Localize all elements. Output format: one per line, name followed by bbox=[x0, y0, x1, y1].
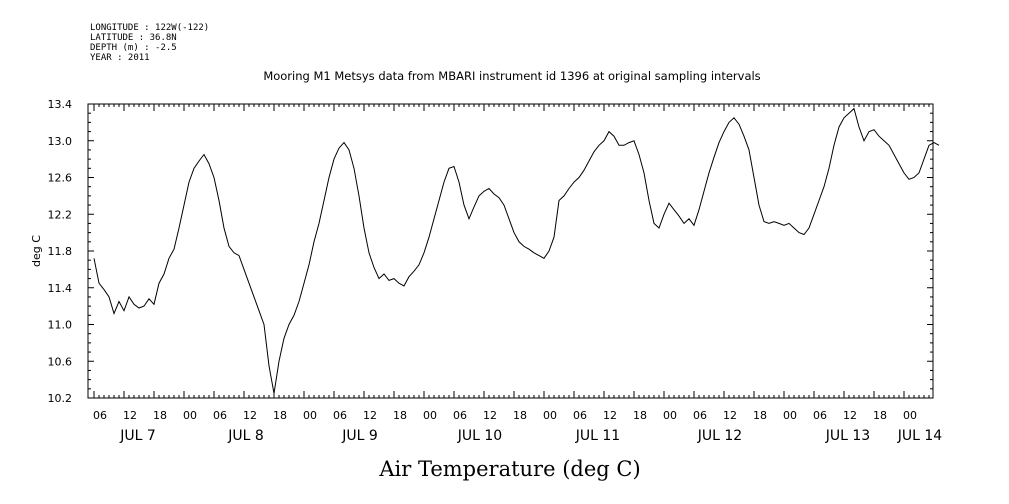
x-tick-label: 00 bbox=[543, 409, 557, 422]
x-tick-label: 12 bbox=[483, 409, 497, 422]
x-tick-label: 00 bbox=[303, 409, 317, 422]
x-tick-label: 06 bbox=[573, 409, 587, 422]
x-day-label: JUL 8 bbox=[227, 428, 264, 444]
x-tick-label: 12 bbox=[243, 409, 257, 422]
x-day-label: JUL 7 bbox=[119, 428, 156, 444]
x-tick-label: 18 bbox=[753, 409, 767, 422]
x-tick-label: 18 bbox=[273, 409, 287, 422]
x-tick-label: 18 bbox=[393, 409, 407, 422]
x-tick-label: 06 bbox=[813, 409, 827, 422]
x-tick-label: 12 bbox=[843, 409, 857, 422]
plot-frame bbox=[87, 103, 934, 399]
x-day-label: JUL 10 bbox=[457, 428, 502, 444]
year-label: YEAR : 2011 bbox=[90, 53, 150, 63]
x-tick-label: 00 bbox=[423, 409, 437, 422]
x-tick-label: 12 bbox=[123, 409, 137, 422]
x-tick-label: 06 bbox=[93, 409, 107, 422]
latitude-label: LATITUDE : 36.8N bbox=[90, 33, 177, 43]
x-tick-label: 06 bbox=[333, 409, 347, 422]
y-tick-label: 11.8 bbox=[48, 245, 73, 258]
longitude-label: LONGITUDE : 122W(-122) bbox=[90, 23, 209, 33]
x-day-label: JUL 13 bbox=[825, 428, 870, 444]
y-tick-label: 10.2 bbox=[48, 392, 73, 405]
x-tick-label: 18 bbox=[513, 409, 527, 422]
y-tick-label: 13.0 bbox=[48, 135, 73, 148]
y-tick-label: 12.6 bbox=[48, 172, 73, 185]
y-tick-label: 12.2 bbox=[48, 208, 73, 221]
x-axis: 06 12 18 00 06 12 18 00 06 12 18 00 06 12 18 00 06 12 18 00… bbox=[93, 104, 942, 444]
x-tick-label: 00 bbox=[663, 409, 677, 422]
x-day-label: JUL 12 bbox=[697, 428, 742, 444]
air-temperature-line bbox=[93, 107, 940, 394]
x-day-label: JUL 14 bbox=[897, 428, 943, 444]
x-tick-label: 06 bbox=[453, 409, 467, 422]
x-tick-label: 18 bbox=[633, 409, 647, 422]
x-tick-label: 00 bbox=[903, 409, 917, 422]
x-day-label: JUL 9 bbox=[341, 428, 378, 444]
x-tick-label: 00 bbox=[783, 409, 797, 422]
x-tick-label: 18 bbox=[153, 409, 167, 422]
x-tick-label: 06 bbox=[213, 409, 227, 422]
y-axis-label: deg C bbox=[30, 235, 43, 267]
y-tick-label: 10.6 bbox=[48, 355, 73, 368]
y-tick-label: 13.4 bbox=[48, 98, 73, 111]
x-tick-label: 06 bbox=[693, 409, 707, 422]
x-tick-label: 00 bbox=[183, 409, 197, 422]
x-tick-label: 12 bbox=[363, 409, 377, 422]
y-tick-label: 11.0 bbox=[48, 319, 73, 332]
x-tick-label: 12 bbox=[603, 409, 617, 422]
x-tick-label: 18 bbox=[873, 409, 887, 422]
depth-label: DEPTH (m) : -2.5 bbox=[90, 43, 177, 53]
y-tick-label: 11.4 bbox=[48, 282, 73, 295]
x-day-label: JUL 11 bbox=[575, 428, 620, 444]
x-tick-label: 12 bbox=[723, 409, 737, 422]
y-axis: 10.2 10.6 11.0 11.4 11.8 12.2 12.6 13.0 13.4 bbox=[48, 98, 933, 405]
x-axis-label: Air Temperature (deg C) bbox=[378, 457, 640, 481]
chart-title: Mooring M1 Metsys data from MBARI instru… bbox=[263, 69, 760, 83]
